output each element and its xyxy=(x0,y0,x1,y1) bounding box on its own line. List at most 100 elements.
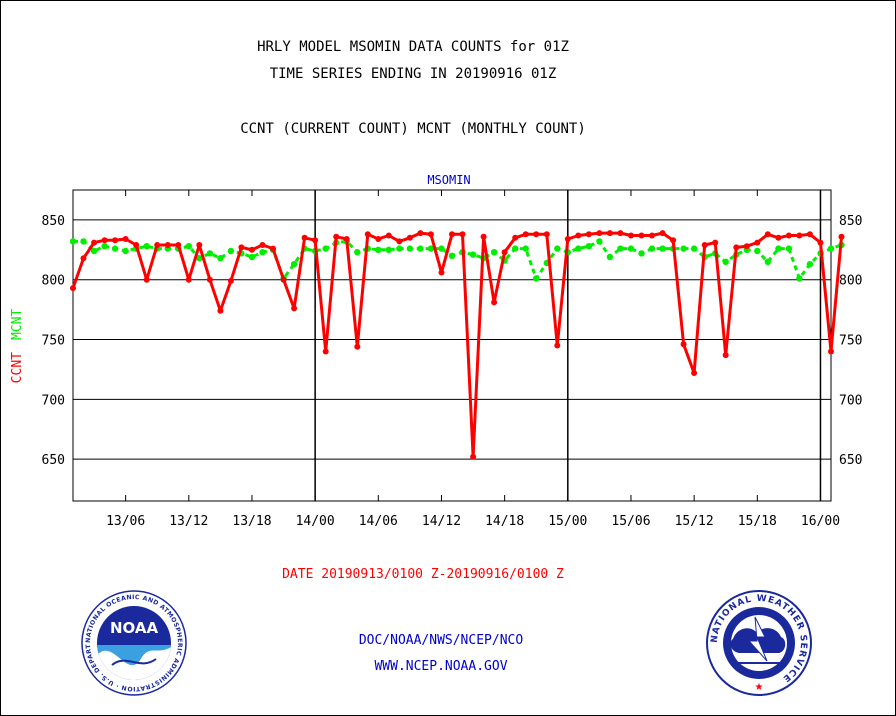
point-ccnt-21 xyxy=(291,305,298,312)
point-mcnt-50 xyxy=(596,238,603,245)
point-mcnt-33 xyxy=(417,245,424,252)
point-ccnt-73 xyxy=(838,233,845,240)
point-mcnt-49 xyxy=(585,243,593,250)
point-ccnt-40 xyxy=(491,299,498,306)
point-ccnt-1 xyxy=(80,255,87,262)
point-ccnt-11 xyxy=(185,276,192,283)
x-tick-label-42: 14/18 xyxy=(485,514,524,529)
point-mcnt-40 xyxy=(490,249,498,256)
date-range-label: DATE 20190913/0100 Z-20190916/0100 Z xyxy=(282,567,564,582)
point-ccnt-2 xyxy=(91,239,98,246)
y-tick-left-750: 750 xyxy=(42,334,65,349)
point-mcnt-53 xyxy=(627,245,635,252)
nws-logo-star-icon: ★ xyxy=(755,682,764,693)
y-tick-right-800: 800 xyxy=(839,274,862,289)
y-tick-right-650: 650 xyxy=(839,453,862,468)
point-ccnt-5 xyxy=(122,236,129,242)
point-ccnt-46 xyxy=(554,342,561,349)
point-mcnt-15 xyxy=(227,247,235,255)
point-mcnt-12 xyxy=(196,255,203,262)
y-tick-left-850: 850 xyxy=(42,214,65,229)
point-mcnt-67 xyxy=(775,245,782,252)
point-mcnt-62 xyxy=(722,258,729,265)
x-tick-label-12: 13/12 xyxy=(169,514,208,529)
x-tick-label-72: 16/00 xyxy=(801,514,840,529)
point-ccnt-60 xyxy=(701,242,708,248)
x-axis-ticks: 13/06 13/12 13/18 14/00 14/06 14/12 14/18 15/00… xyxy=(106,190,840,529)
point-ccnt-52 xyxy=(617,230,624,237)
y-axis-label: CCNT MCNT xyxy=(10,309,25,384)
point-mcnt-24 xyxy=(322,245,329,252)
point-ccnt-34 xyxy=(427,231,434,238)
y-tick-right-850: 850 xyxy=(839,214,862,229)
point-mcnt-66 xyxy=(764,258,771,265)
point-ccnt-69 xyxy=(796,232,803,239)
x-tick-label-24: 14/00 xyxy=(296,514,335,529)
y-tick-right-700: 700 xyxy=(839,393,862,408)
point-mcnt-29 xyxy=(375,246,382,253)
series-name-label: MSOMIN xyxy=(427,173,470,187)
point-mcnt-42 xyxy=(512,245,519,252)
point-mcnt-35 xyxy=(438,245,445,252)
point-mcnt-4 xyxy=(111,245,119,252)
x-tick-label-54: 15/06 xyxy=(611,514,650,529)
point-ccnt-32 xyxy=(406,234,413,241)
point-ccnt-35 xyxy=(438,269,445,276)
point-ccnt-50 xyxy=(596,230,603,237)
point-ccnt-47 xyxy=(564,236,571,242)
y-tick-left-650: 650 xyxy=(42,453,65,468)
point-mcnt-55 xyxy=(648,245,656,252)
y-axis-right-ticks: 650 700 750 800 850 xyxy=(839,214,862,468)
point-mcnt-52 xyxy=(617,245,624,252)
point-ccnt-65 xyxy=(754,239,761,246)
point-ccnt-36 xyxy=(449,231,455,238)
point-ccnt-72 xyxy=(828,348,834,355)
x-tick-label-18: 13/18 xyxy=(232,514,271,529)
point-mcnt-21 xyxy=(290,261,298,268)
point-ccnt-3 xyxy=(101,237,108,244)
point-mcnt-18 xyxy=(259,249,266,256)
point-ccnt-61 xyxy=(712,239,719,246)
point-ccnt-62 xyxy=(722,352,729,359)
point-ccnt-18 xyxy=(259,242,266,248)
point-mcnt-43 xyxy=(522,245,529,252)
point-mcnt-7 xyxy=(143,243,150,250)
noaa-logo-text: NOAA xyxy=(110,619,159,637)
point-mcnt-72 xyxy=(827,245,835,252)
point-ccnt-63 xyxy=(733,244,740,251)
point-ccnt-30 xyxy=(385,232,392,239)
point-ccnt-4 xyxy=(112,237,119,244)
point-ccnt-13 xyxy=(206,276,213,283)
point-ccnt-23 xyxy=(312,237,319,244)
x-tick-label-66: 15/18 xyxy=(738,514,777,529)
point-ccnt-41 xyxy=(501,249,508,256)
point-ccnt-57 xyxy=(670,237,677,244)
y-axis-label-ccnt: CCNT xyxy=(10,352,25,383)
x-tick-label-6: 13/06 xyxy=(106,514,145,529)
agency-label: DOC/NOAA/NWS/NCEP/NCO xyxy=(359,633,524,648)
point-ccnt-31 xyxy=(396,238,403,245)
point-ccnt-58 xyxy=(680,341,687,348)
point-mcnt-44 xyxy=(533,275,540,282)
point-mcnt-69 xyxy=(796,275,803,282)
point-mcnt-32 xyxy=(406,245,414,252)
nws-logo: NATIONAL WEATHER SERVICE ★ xyxy=(706,590,812,696)
point-ccnt-42 xyxy=(512,234,519,241)
point-mcnt-48 xyxy=(575,245,582,252)
point-ccnt-26 xyxy=(343,236,350,242)
point-ccnt-51 xyxy=(606,230,613,237)
point-mcnt-31 xyxy=(396,245,403,252)
point-ccnt-37 xyxy=(459,231,466,238)
point-ccnt-64 xyxy=(743,243,750,250)
point-ccnt-59 xyxy=(691,370,698,376)
point-ccnt-53 xyxy=(628,232,634,239)
point-mcnt-36 xyxy=(448,252,456,259)
point-ccnt-27 xyxy=(354,343,361,350)
point-mcnt-59 xyxy=(690,245,698,252)
point-ccnt-14 xyxy=(217,307,224,314)
x-tick-label-36: 14/12 xyxy=(422,514,461,529)
point-ccnt-17 xyxy=(249,246,255,253)
point-ccnt-70 xyxy=(806,231,813,238)
point-mcnt-13 xyxy=(206,250,214,257)
